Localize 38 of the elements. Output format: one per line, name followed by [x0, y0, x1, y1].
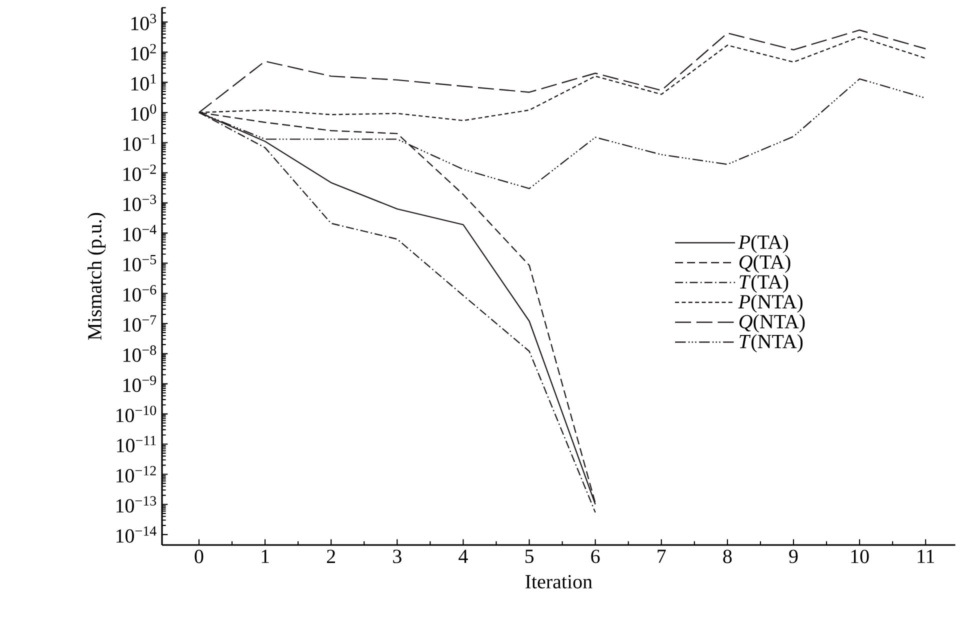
legend-label: Q(TA) [739, 254, 790, 273]
legend-label: T(NTA) [740, 334, 803, 352]
y-tick-label: 10$^{−14}$ [116, 526, 156, 543]
y-tick-label: 10$^{−4}$ [123, 224, 156, 242]
y-tick-label: 10$^{3}$ [131, 14, 156, 30]
y-tick-label: 10$^{−9}$ [123, 376, 156, 392]
y-tick-label: 10$^{−7}$ [123, 315, 156, 332]
x-axis-title: Iteration [526, 575, 592, 588]
y-tick-label: 10$^{−3}$ [123, 194, 156, 212]
y-tick-label: 10$^{1}$ [131, 74, 156, 91]
legend-label: P(TA) [738, 234, 788, 253]
legend-label: P(NTA) [738, 294, 802, 313]
x-tick-label: 11 [918, 550, 934, 563]
x-tick-label: 5 [525, 550, 534, 563]
y-tick-label: 10$^{−13}$ [116, 496, 156, 513]
x-tick-label: 7 [658, 550, 666, 563]
x-tick-label: 9 [789, 550, 798, 564]
y-tick-label: 10$^{−6}$ [123, 285, 156, 302]
y-tick-label: 10$^{−2}$ [123, 164, 156, 181]
y-tick-label: 10$^{−1}$ [123, 134, 156, 151]
x-tick-label: 0 [194, 550, 204, 564]
y-tick-label: 10$^{−10}$ [116, 406, 156, 422]
y-tick-label: 10$^{2}$ [131, 44, 156, 60]
legend-label: Q(NTA) [739, 314, 805, 332]
x-tick-label: 4 [458, 550, 468, 563]
y-axis-title: Mismatch (p.u.) [87, 213, 106, 340]
y-tick-label: 10$^{−8}$ [123, 345, 156, 362]
x-tick-label: 2 [326, 550, 335, 563]
legend-label: T(TA) [740, 274, 788, 293]
y-tick-label: 10$^{−11}$ [117, 436, 156, 452]
x-tick-label: 3 [393, 550, 402, 564]
y-tick-label: 10$^{0}$ [131, 104, 156, 121]
x-tick-label: 6 [591, 550, 600, 564]
x-tick-label: 10 [851, 550, 869, 564]
y-tick-label: 10$^{−12}$ [116, 466, 156, 482]
x-tick-label: 1 [262, 550, 269, 563]
x-tick-label: 8 [723, 550, 732, 564]
y-tick-label: 10$^{−5}$ [123, 255, 156, 272]
